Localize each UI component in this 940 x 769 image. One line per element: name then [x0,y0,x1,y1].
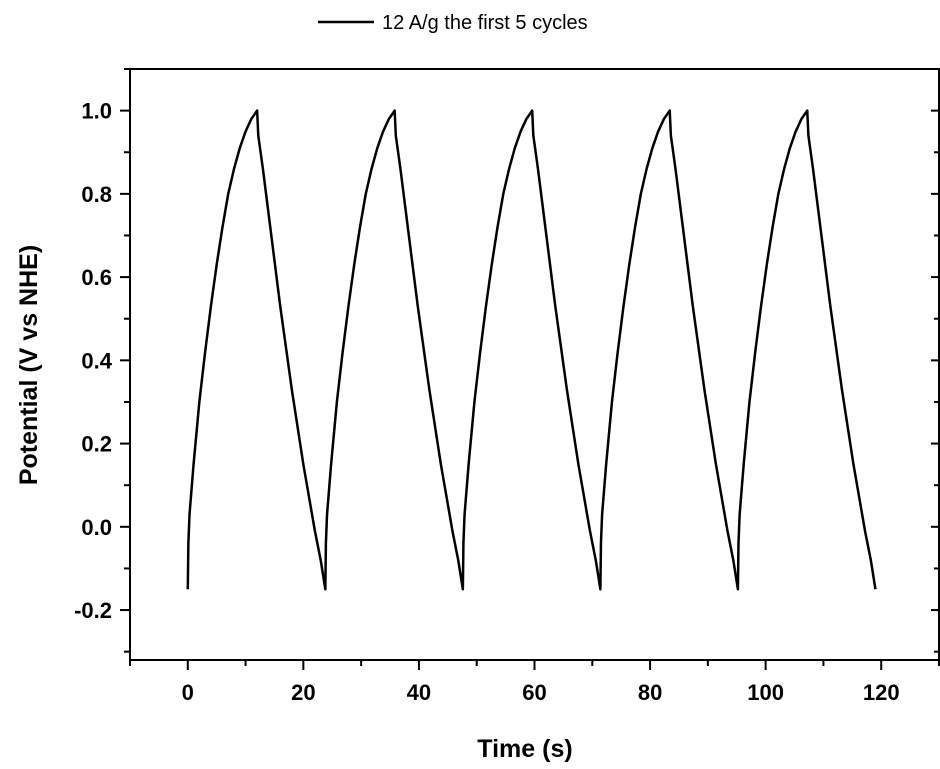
plot-frame [129,68,940,661]
y-tick-label: 1.0 [81,99,112,124]
x-tick-label: 20 [291,680,315,705]
y-tick-label: 0.4 [81,348,112,373]
x-tick-label: 120 [863,680,900,705]
y-tick-label: 0.6 [81,265,112,290]
y-axis-title: Potential (V vs NHE) [15,245,43,485]
y-tick-label: -0.2 [74,598,112,623]
series-line [186,109,877,591]
y-tick-label: 0.2 [81,432,112,457]
y-tick-labels: -0.2 0.0 0.2 0.4 0.6 0.8 1.0 [74,99,113,623]
y-tick-label: 0.8 [81,182,112,207]
x-tick-label: 80 [638,680,662,705]
x-tick-label: 40 [407,680,431,705]
legend: 12 A/g the first 5 cycles [318,12,588,34]
axis-ticks [120,68,940,670]
x-tick-label: 0 [182,680,194,705]
x-tick-label: 60 [522,680,546,705]
x-tick-labels: 0 20 40 60 80 100 120 [182,680,900,705]
legend-label: 12 A/g the first 5 cycles [382,12,588,34]
x-axis-title: Time (s) [477,735,572,763]
y-tick-label: 0.0 [81,515,112,540]
x-tick-label: 100 [747,680,784,705]
